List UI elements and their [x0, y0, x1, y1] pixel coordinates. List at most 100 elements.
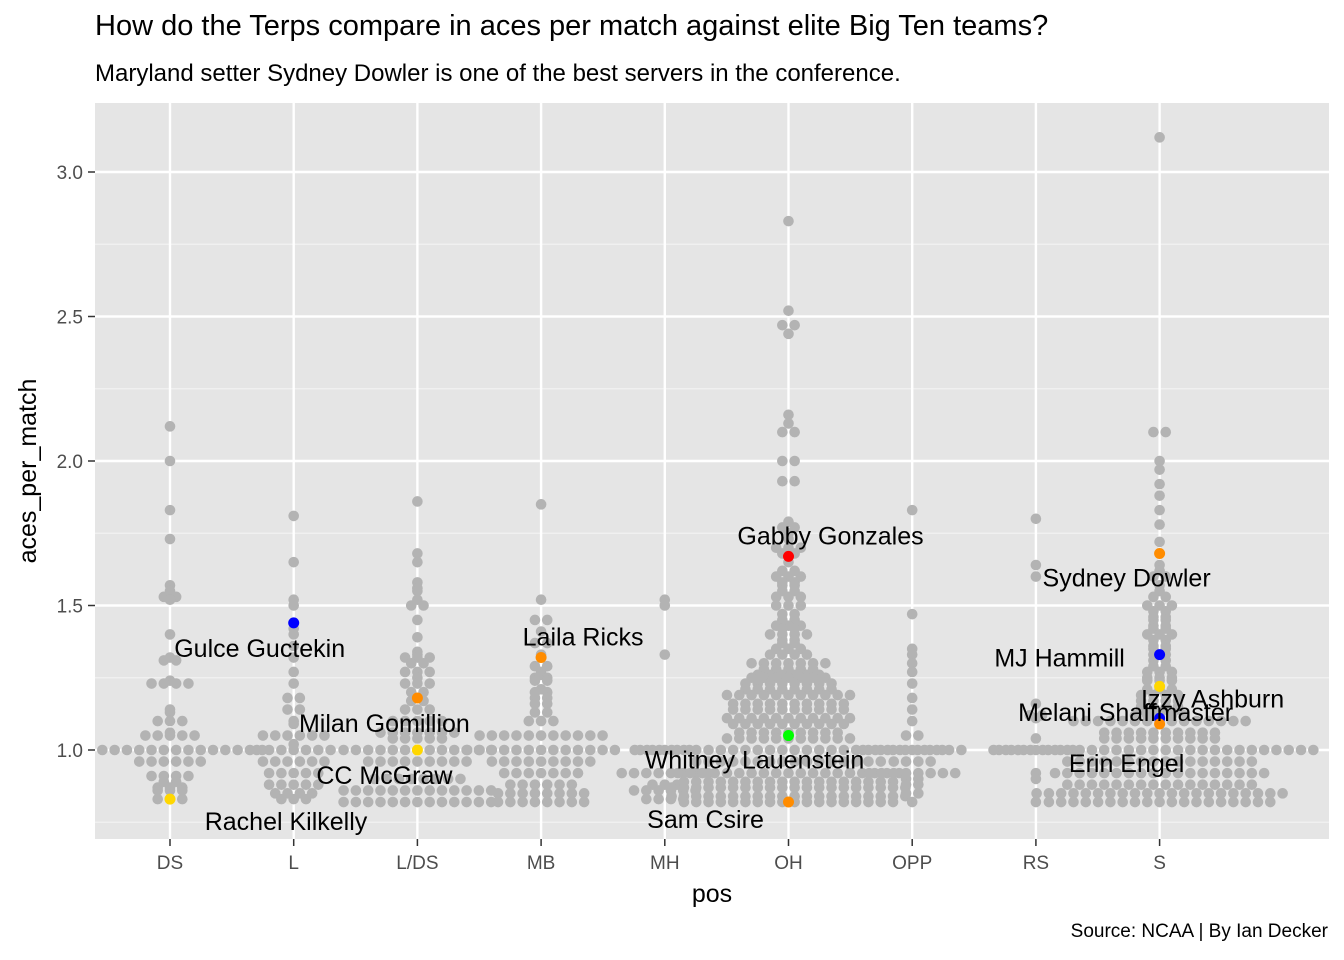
data-point: [807, 767, 819, 779]
data-point: [523, 730, 535, 741]
data-point: [1234, 767, 1245, 779]
data-point: [1197, 744, 1208, 756]
data-point: [1025, 744, 1036, 756]
data-point: [1030, 559, 1042, 571]
data-point: [1062, 767, 1073, 779]
data-point: [146, 756, 157, 767]
data-point: [1209, 779, 1221, 790]
x-tick-label: L: [288, 853, 299, 874]
data-point: [900, 756, 912, 767]
data-point: [412, 785, 423, 796]
data-point: [1197, 756, 1208, 767]
data-point: [678, 796, 690, 808]
data-point: [900, 779, 912, 790]
data-point: [529, 675, 541, 686]
data-point: [387, 785, 399, 796]
data-point: [597, 730, 608, 741]
data-point: [777, 744, 788, 756]
data-point: [740, 704, 751, 715]
data-point: [412, 756, 423, 767]
highlighted-point: [783, 730, 794, 742]
data-point: [1246, 744, 1258, 756]
data-point: [535, 744, 547, 756]
data-point: [597, 744, 608, 756]
data-point: [850, 756, 862, 767]
data-point: [609, 744, 621, 756]
data-point: [1030, 571, 1042, 582]
data-point: [913, 779, 924, 790]
data-point: [529, 779, 541, 790]
data-point: [1240, 796, 1251, 808]
data-point: [1197, 767, 1208, 779]
data-point: [350, 796, 362, 808]
player-label: Rachel Kilkelly: [205, 808, 368, 836]
data-point: [566, 788, 578, 799]
data-point: [876, 767, 887, 779]
highlighted-point: [164, 793, 176, 805]
data-point: [1154, 478, 1165, 490]
data-point: [1166, 788, 1178, 799]
data-point: [740, 744, 751, 756]
y-tick-label: 1.0: [57, 741, 83, 762]
data-point: [412, 585, 423, 597]
data-point: [653, 767, 664, 779]
data-point: [838, 704, 850, 715]
data-point: [1154, 788, 1165, 799]
data-point: [1178, 715, 1190, 727]
data-point: [850, 782, 862, 793]
data-point: [146, 744, 157, 756]
data-point: [850, 796, 862, 808]
data-point: [294, 692, 306, 704]
y-axis: 1.0 1.5 2.0 2.5 3.0: [57, 163, 95, 762]
data-point: [436, 785, 448, 796]
x-axis: DS L L/DS MB MH OH OPP RS S: [157, 839, 1166, 874]
data-point: [727, 782, 739, 793]
data-point: [752, 744, 764, 756]
data-point: [548, 756, 559, 767]
data-point: [906, 666, 918, 678]
data-point: [1166, 675, 1178, 686]
data-point: [529, 614, 541, 626]
data-point: [721, 733, 733, 744]
data-point: [399, 744, 411, 756]
data-point: [1123, 767, 1135, 779]
data-point: [813, 796, 825, 808]
data-point: [752, 718, 764, 730]
data-point: [1148, 744, 1159, 756]
data-point: [498, 767, 510, 779]
player-label: Sydney Dowler: [1043, 564, 1211, 592]
data-point: [715, 796, 727, 808]
data-point: [1172, 767, 1184, 779]
data-point: [1123, 744, 1135, 756]
data-point: [529, 788, 541, 799]
data-point: [863, 796, 874, 808]
data-point: [535, 767, 547, 779]
data-point: [832, 767, 843, 779]
data-point: [498, 744, 510, 756]
data-point: [906, 649, 918, 660]
data-point: [170, 756, 182, 767]
data-point: [170, 744, 182, 756]
data-point: [943, 744, 955, 756]
data-point: [529, 698, 541, 710]
data-point: [949, 767, 961, 779]
data-point: [1154, 796, 1165, 808]
data-point: [177, 793, 188, 805]
data-point: [654, 744, 665, 756]
data-point: [269, 756, 281, 767]
data-point: [666, 782, 677, 793]
data-point: [548, 744, 559, 756]
data-point: [535, 715, 547, 727]
data-point: [399, 796, 411, 808]
data-point: [548, 715, 559, 727]
player-label: Erin Engel: [1069, 750, 1184, 778]
data-point: [1160, 756, 1172, 767]
data-point: [801, 796, 813, 808]
data-point: [424, 796, 436, 808]
data-point: [826, 718, 837, 730]
data-point: [1228, 788, 1239, 799]
data-point: [1098, 744, 1110, 756]
data-point: [894, 744, 906, 756]
data-point: [764, 744, 776, 756]
data-point: [1129, 796, 1141, 808]
